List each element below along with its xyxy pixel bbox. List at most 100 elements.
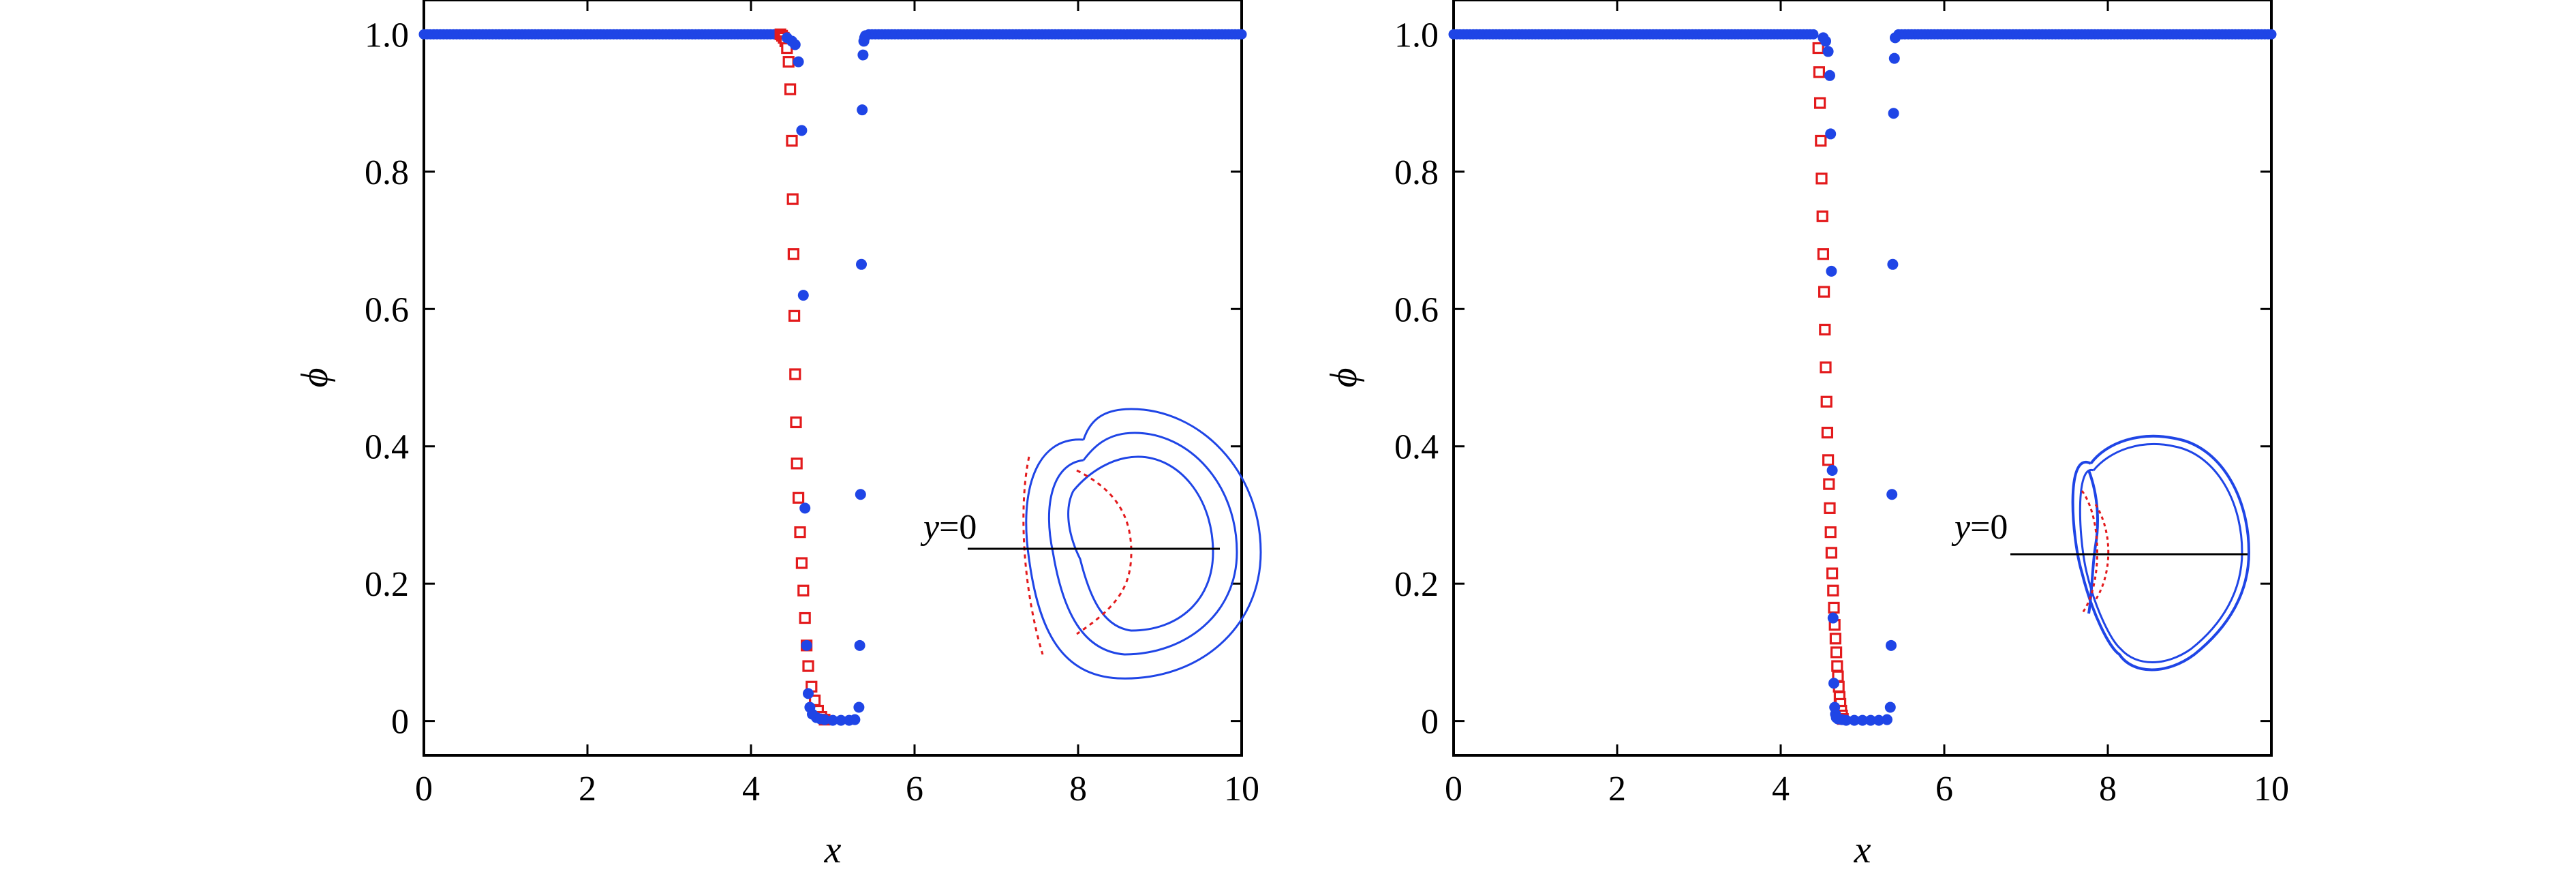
data-point [797,290,809,301]
data-point [1816,210,1828,222]
data-point [854,639,865,651]
x-tick-label: 8 [1069,770,1087,809]
data-point [1818,286,1830,298]
data-point [1831,660,1843,672]
data-point [1823,478,1835,490]
data-point [792,492,805,504]
y-axis-label: ϕ [294,368,336,388]
data-point [801,639,812,651]
data-point [819,714,830,725]
data-point [855,489,866,500]
data-point [1865,714,1876,726]
x-tick-labels: 0 2 4 6 8 10 [1445,770,2289,809]
x-tick-label: 2 [1608,770,1626,809]
data-point [784,83,797,95]
data-point [856,258,867,270]
data-point [1821,426,1833,439]
data-point [1827,584,1839,596]
data-point [1829,633,1841,645]
series-open-squares [1812,42,1849,725]
y-tick-label: 1.0 [365,16,409,55]
data-point [1820,395,1833,408]
data-point [1815,134,1827,147]
y-tick-label: 0 [391,703,409,742]
data-point [849,714,861,725]
axis-ticks [423,0,1243,755]
data-point [797,584,810,596]
data-point [795,557,808,569]
x-tick-label: 6 [1935,770,1953,809]
inset-contours: y=0 [1951,434,2251,671]
data-point [827,714,838,726]
series-filled-circles [1818,32,1901,726]
data-point [791,457,803,470]
y-tick-labels: 0 0.2 0.4 0.6 0.8 1.0 [365,16,409,741]
data-point [803,688,814,699]
x-tick-label: 8 [2099,770,2117,809]
chart-panel-left: 0 0.2 0.4 0.6 0.8 1.0 0 2 4 6 8 10 x ϕ y… [294,0,1262,871]
x-tick-label: 0 [415,770,433,809]
data-point [1815,172,1828,185]
data-point [1820,35,1831,47]
data-point [1824,502,1836,514]
data-point [799,611,811,624]
data-point [1890,32,1901,44]
data-point [789,39,801,50]
data-point [1824,70,1835,81]
x-tick-label: 4 [742,770,760,809]
data-point [1826,567,1839,579]
data-point [1873,714,1884,726]
data-point [793,56,804,67]
inset-label: y=0 [1951,508,2008,547]
data-point [1828,601,1840,614]
data-point [782,56,795,68]
data-point [802,660,814,672]
data-point [857,104,868,116]
y-tick-label: 0.2 [365,565,409,604]
data-point [790,416,802,429]
data-point [1849,714,1860,726]
y-tick-label: 0.8 [365,153,409,192]
y-tick-label: 0.8 [1394,153,1439,192]
data-point [857,49,869,61]
data-point [1830,646,1843,659]
data-point [1824,526,1837,539]
data-point [835,714,846,726]
data-point [853,701,865,713]
data-point [788,309,801,322]
data-point [1822,454,1835,466]
x-tick-label: 2 [579,770,596,809]
y-tick-label: 0.2 [1394,565,1439,604]
x-tick-label: 0 [1445,770,1462,809]
y-tick-label: 0.4 [365,428,409,467]
inset-label-value: =0 [939,508,977,547]
baseline-points [1448,29,2277,40]
data-point [1808,29,1819,40]
data-point [1826,265,1837,277]
data-point [1888,52,1900,64]
inset-label-var: y [1951,508,1971,547]
data-point [1882,714,1892,725]
inset-label-value: =0 [1970,508,2008,547]
data-point [796,125,808,136]
axis-ticks [1452,0,2273,755]
data-point [1886,639,1897,651]
data-point [1888,108,1899,119]
data-point [1819,323,1831,336]
data-point [786,134,798,147]
y-tick-label: 0.6 [365,290,409,329]
y-tick-label: 0.6 [1394,290,1439,329]
data-point [1820,361,1832,374]
data-point [789,368,801,380]
data-point [1814,97,1826,109]
y-tick-labels: 0 0.2 0.4 0.6 0.8 1.0 [1394,16,1439,741]
x-tick-label: 10 [1224,770,1259,809]
data-point [1236,29,1247,40]
inset-label: y=0 [920,508,977,547]
x-axis-label: x [824,829,842,871]
data-point [1828,678,1839,689]
data-point [2266,29,2277,40]
chart-panel-right: 0 0.2 0.4 0.6 0.8 1.0 0 2 4 6 8 10 x ϕ y… [1323,0,2289,871]
baseline-points [418,29,1247,40]
